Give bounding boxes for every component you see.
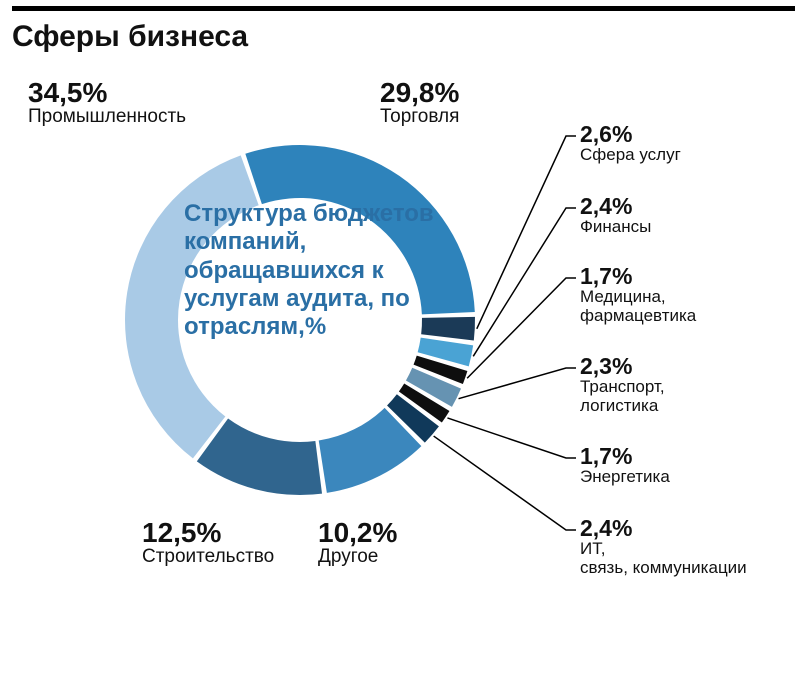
donut-slice <box>197 419 322 495</box>
slice-percent: 10,2% <box>318 518 397 547</box>
chart-container: Сферы бизнеса Структура бюджетов компани… <box>0 0 807 679</box>
slice-percent: 2,6% <box>580 122 681 146</box>
slice-label: 29,8%Торговля <box>380 78 459 128</box>
slice-label: 2,4%ИТ,связь, коммуникации <box>580 516 747 578</box>
slice-name: Другое <box>318 547 397 568</box>
slice-name: Строительство <box>142 547 274 568</box>
slice-percent: 29,8% <box>380 78 459 107</box>
slice-label: 34,5%Промышленность <box>28 78 186 128</box>
slice-label: 10,2%Другое <box>318 518 397 568</box>
slice-percent: 34,5% <box>28 78 186 107</box>
slice-name: ИТ,связь, коммуникации <box>580 540 747 577</box>
slice-percent: 1,7% <box>580 264 696 288</box>
slice-name: Сфера услуг <box>580 146 681 165</box>
leader-line <box>459 368 576 399</box>
slice-name: Медицина,фармацевтика <box>580 288 696 325</box>
slice-label: 2,6%Сфера услуг <box>580 122 681 165</box>
leader-line <box>467 278 576 378</box>
slice-name: Промышленность <box>28 107 186 128</box>
slice-label: 1,7%Энергетика <box>580 444 670 487</box>
leader-line <box>477 136 576 329</box>
leader-line <box>473 208 576 356</box>
slice-label: 2,4%Финансы <box>580 194 651 237</box>
slice-name: Торговля <box>380 107 459 128</box>
slice-name: Финансы <box>580 218 651 237</box>
leader-line <box>447 418 576 458</box>
slice-percent: 2,4% <box>580 194 651 218</box>
slice-label: 12,5%Строительство <box>142 518 274 568</box>
slice-label: 1,7%Медицина,фармацевтика <box>580 264 696 326</box>
slice-name: Транспорт,логистика <box>580 378 665 415</box>
slice-percent: 12,5% <box>142 518 274 547</box>
slice-name: Энергетика <box>580 468 670 487</box>
slice-percent: 1,7% <box>580 444 670 468</box>
slice-percent: 2,3% <box>580 354 665 378</box>
leader-line <box>434 436 576 530</box>
slice-label: 2,3%Транспорт,логистика <box>580 354 665 416</box>
chart-center-text: Структура бюджетов компаний, обращавшихс… <box>184 200 442 342</box>
slice-percent: 2,4% <box>580 516 747 540</box>
